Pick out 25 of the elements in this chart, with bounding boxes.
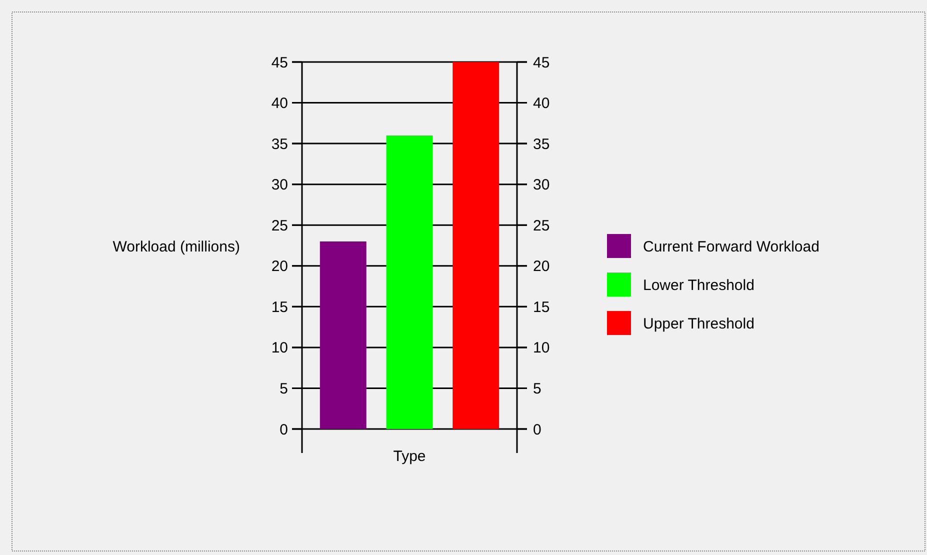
y2-tick-label: 5	[533, 380, 542, 398]
y2-tick-label: 15	[533, 298, 550, 316]
y-tick-label: 25	[271, 217, 288, 234]
y2-tick-label: 40	[533, 95, 550, 112]
y-tick-label: 5	[280, 380, 288, 398]
legend-label: Current Forward Workload	[643, 238, 820, 256]
y2-tick-label: 0	[533, 421, 542, 438]
y2-tick-label: 25	[533, 217, 550, 234]
y-tick-label: 40	[271, 95, 288, 112]
y-tick-label: 45	[271, 54, 288, 72]
y-tick-label: 0	[280, 421, 288, 438]
y-axis-title: Workload (millions)	[112, 238, 240, 256]
x-axis-title: Type	[393, 448, 426, 465]
legend-label: Upper Threshold	[643, 315, 754, 332]
y2-tick-label: 20	[533, 258, 550, 276]
y-tick-label: 35	[271, 136, 288, 153]
y-tick-label: 30	[271, 176, 288, 194]
legend-label: Lower Threshold	[643, 276, 754, 294]
y-tick-label: 20	[271, 258, 288, 276]
y2-tick-label: 10	[533, 340, 550, 357]
y2-tick-label: 45	[533, 54, 550, 72]
y-tick-label: 10	[271, 340, 288, 357]
y-tick-label: 15	[271, 298, 288, 316]
y2-tick-label: 35	[533, 136, 550, 153]
y2-tick-label: 30	[533, 176, 550, 194]
